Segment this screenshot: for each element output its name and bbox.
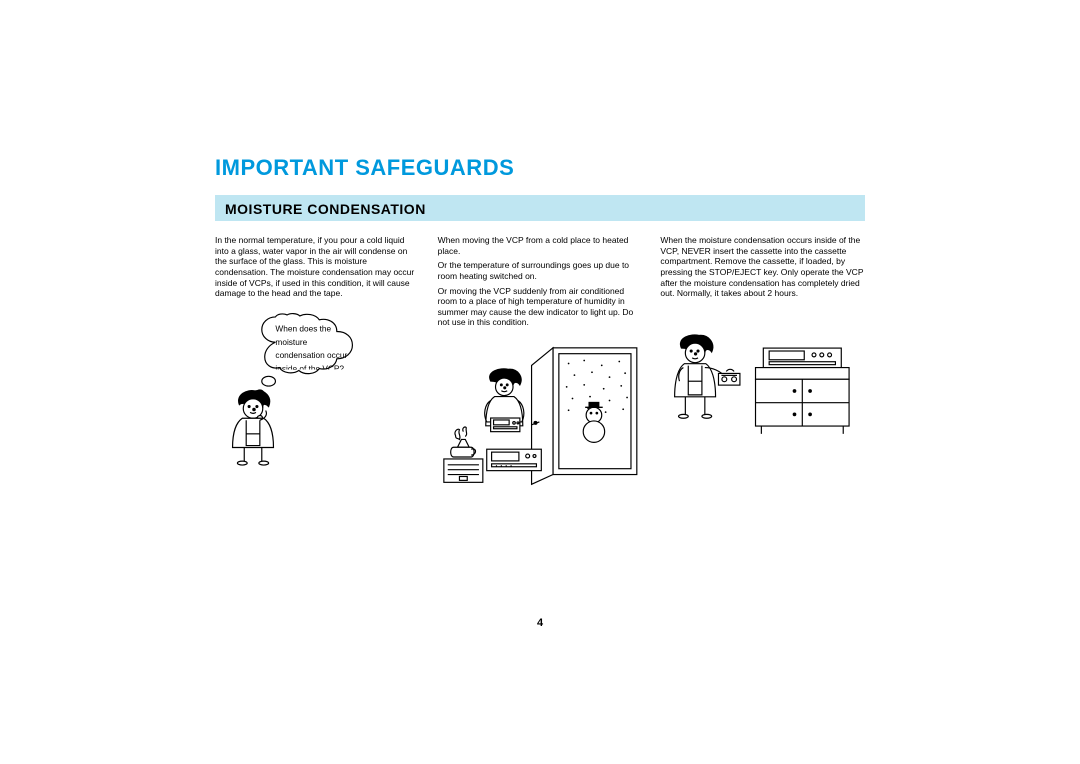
- col2-para1: When moving the VCP from a cold place to…: [438, 235, 643, 256]
- illustration-cold-to-warm: [438, 342, 643, 488]
- thought-bubble-text: When does the moisture condensation occu…: [275, 322, 351, 369]
- page-title: IMPORTANT SAFEGUARDS: [215, 155, 865, 181]
- illustration-thinking-person: When does the moisture condensation occu…: [215, 313, 420, 479]
- section-banner: MOISTURE CONDENSATION: [215, 195, 865, 221]
- page-number: 4: [537, 617, 543, 629]
- manual-page: IMPORTANT SAFEGUARDS MOISTURE CONDENSATI…: [215, 155, 865, 491]
- column-1: In the normal temperature, if you pour a…: [215, 235, 420, 491]
- column-2: When moving the VCP from a cold place to…: [438, 235, 643, 491]
- column-3: When the moisture condensation occurs in…: [660, 235, 865, 491]
- illustration-eject-cassette: [660, 313, 865, 459]
- col3-para1: When the moisture condensation occurs in…: [660, 235, 865, 299]
- col2-para3: Or moving the VCP suddenly from air cond…: [438, 286, 643, 329]
- column-layout: In the normal temperature, if you pour a…: [215, 235, 865, 491]
- col2-para2: Or the temperature of surroundings goes …: [438, 260, 643, 281]
- section-title: MOISTURE CONDENSATION: [225, 201, 855, 217]
- col1-para1: In the normal temperature, if you pour a…: [215, 235, 420, 299]
